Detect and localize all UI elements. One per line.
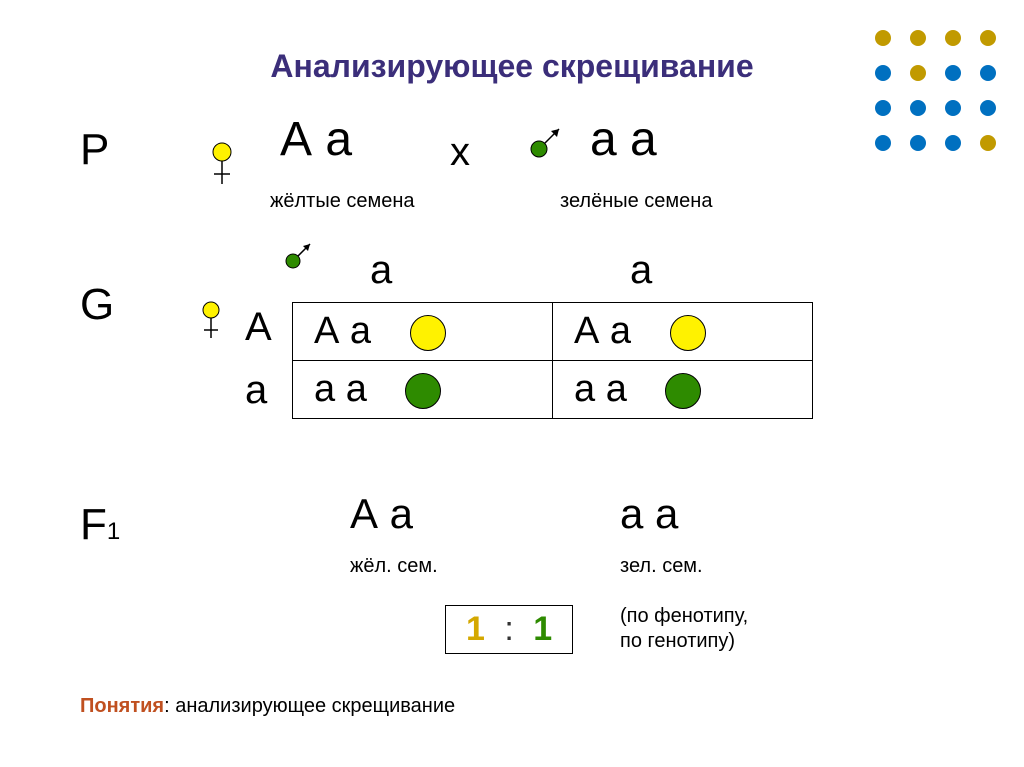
deco-dot	[875, 65, 891, 81]
page-title: Анализирующее скрещивание	[0, 48, 1024, 85]
punnett-cell: а а	[553, 361, 813, 419]
deco-dot	[910, 30, 926, 46]
footer-line: Понятия: анализирующее скрещивание	[80, 695, 455, 718]
ratio-right: 1	[533, 610, 552, 648]
cell-genotype: а а	[314, 368, 367, 411]
female-symbol-small	[200, 300, 226, 355]
ratio-left: 1	[466, 610, 485, 648]
footer-prefix: Понятия	[80, 695, 164, 717]
punnett-square: А а А а а а а а	[292, 302, 813, 419]
cell-genotype: А а	[574, 310, 631, 353]
f1-letter: F	[80, 500, 107, 549]
deco-dot	[910, 135, 926, 151]
deco-dot	[980, 100, 996, 116]
punnett-cell: а а	[293, 361, 553, 419]
f1-right-caption: зел. сем.	[620, 555, 703, 578]
deco-dot	[875, 100, 891, 116]
row-label-g: G	[80, 280, 114, 330]
f1-sub: 1	[107, 518, 120, 545]
deco-dot	[945, 30, 961, 46]
male-symbol	[525, 125, 565, 170]
deco-dot	[910, 100, 926, 116]
f1-left-caption: жёл. сем.	[350, 555, 438, 578]
ratio-sep: :	[504, 610, 513, 648]
punnett-cell: А а	[293, 303, 553, 361]
parent-female-genotype: А а	[280, 112, 352, 167]
deco-dot	[945, 100, 961, 116]
seed-icon	[405, 373, 441, 409]
seed-icon	[670, 315, 706, 351]
female-symbol	[210, 140, 240, 205]
deco-dot	[945, 65, 961, 81]
cell-genotype: А а	[314, 310, 371, 353]
deco-dot	[980, 135, 996, 151]
deco-dot	[875, 30, 891, 46]
deco-dot	[945, 135, 961, 151]
seed-icon	[665, 373, 701, 409]
parent-male-genotype: а а	[590, 112, 657, 167]
gamete-row-1: А	[245, 305, 272, 350]
f1-left-genotype: А а	[350, 490, 413, 538]
deco-dot	[875, 135, 891, 151]
row-label-f1: F1	[80, 500, 120, 550]
row-label-p: Р	[80, 125, 109, 175]
ratio-note-2: по генотипу)	[620, 630, 735, 653]
gamete-row-2: а	[245, 368, 267, 413]
male-symbol-small	[280, 240, 316, 281]
gamete-col-2: а	[630, 248, 652, 293]
cell-genotype: а а	[574, 368, 627, 411]
parent-female-caption: жёлтые семена	[270, 190, 415, 213]
deco-dot	[910, 65, 926, 81]
f1-right-genotype: а а	[620, 490, 678, 538]
ratio-box: 1 : 1	[445, 605, 573, 654]
deco-dot	[980, 30, 996, 46]
cross-symbol: х	[450, 130, 470, 175]
parent-male-caption: зелёные семена	[560, 190, 712, 213]
footer-rest: : анализирующее скрещивание	[164, 695, 455, 717]
deco-dot	[980, 65, 996, 81]
ratio-note-1: (по фенотипу,	[620, 605, 748, 628]
gamete-col-1: а	[370, 248, 392, 293]
punnett-cell: А а	[553, 303, 813, 361]
seed-icon	[410, 315, 446, 351]
